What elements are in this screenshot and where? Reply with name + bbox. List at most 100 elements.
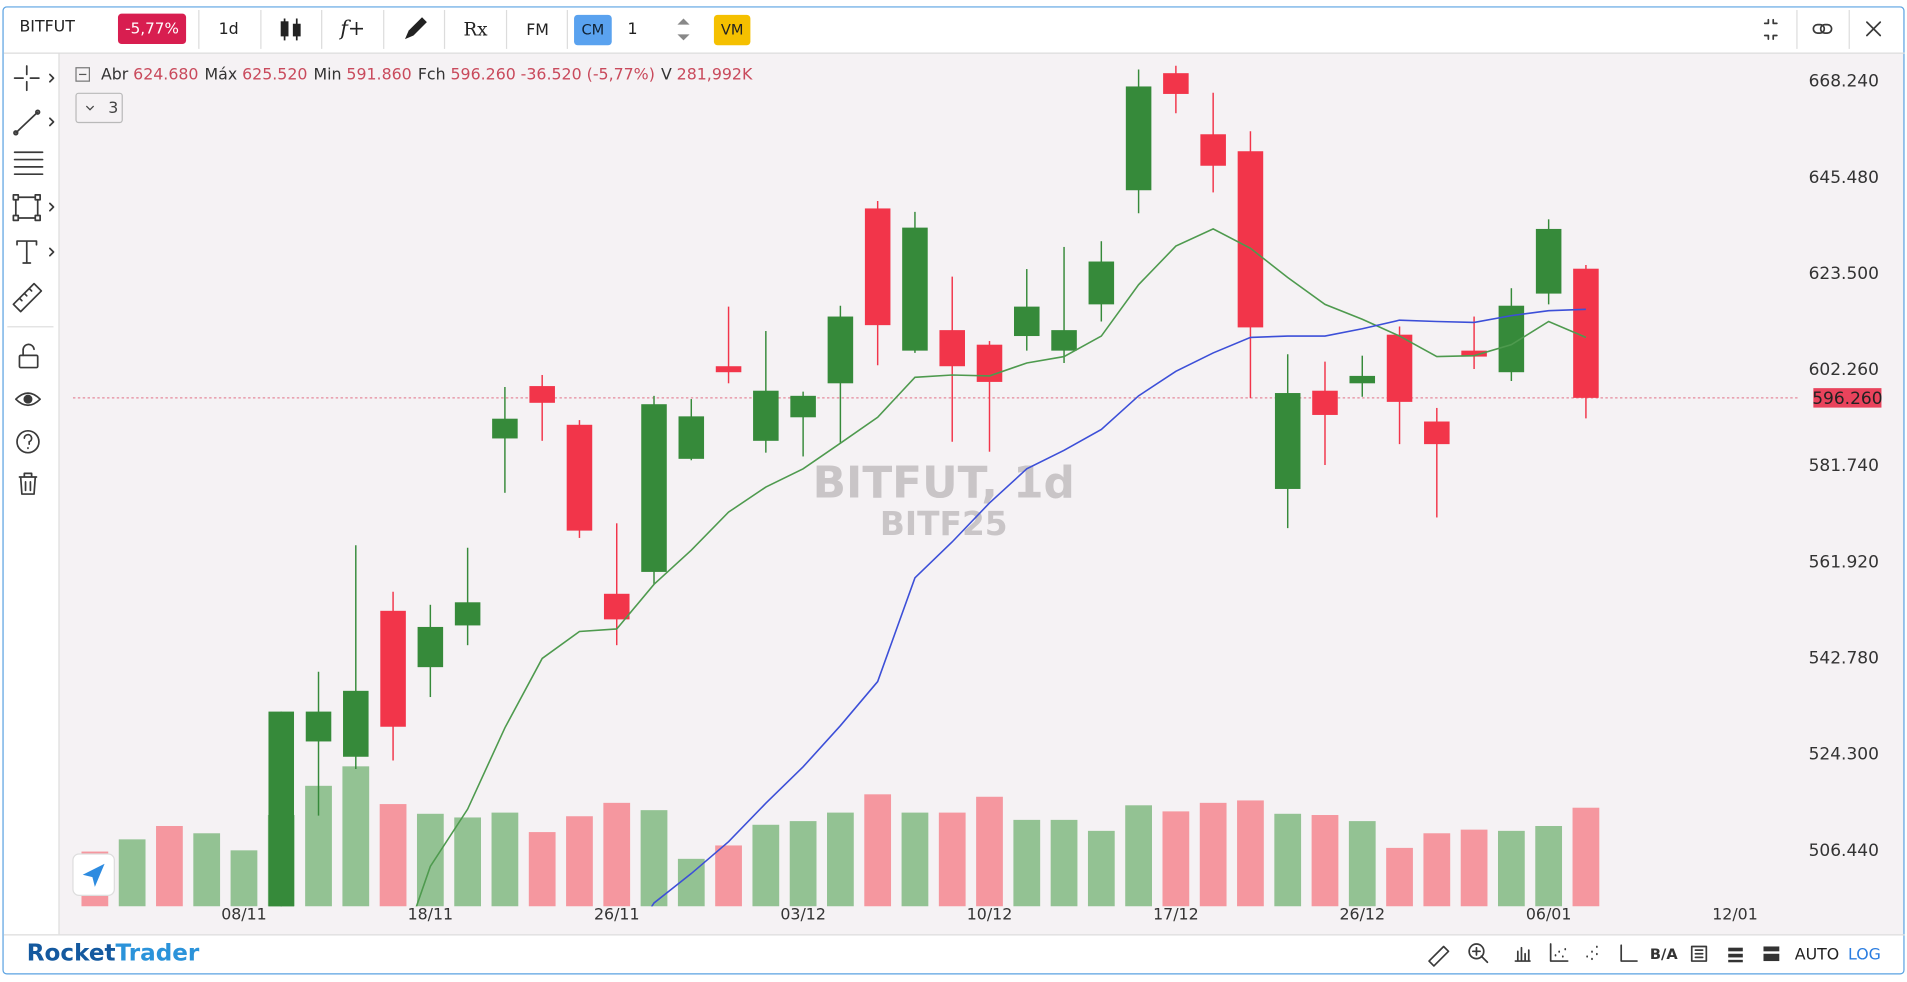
watermark-subtitle: BITF25 — [880, 505, 1008, 543]
info-value: 281,992K — [677, 64, 753, 83]
vm-button[interactable]: VM — [721, 22, 744, 39]
x-tick-label: 17/12 — [1153, 904, 1199, 923]
nav-button[interactable] — [72, 853, 115, 896]
ba-button[interactable]: B/A — [1650, 946, 1678, 963]
info-value: 596.260 — [450, 64, 515, 83]
change: -5,77% — [125, 19, 179, 37]
info-value: 591.860 — [346, 64, 411, 83]
candle-body — [305, 711, 332, 742]
visibility-tool[interactable] — [14, 392, 41, 407]
candle-body — [380, 610, 406, 727]
volume-bar — [976, 796, 1003, 907]
candle-body — [454, 602, 481, 626]
ruler-tool[interactable] — [12, 282, 43, 313]
y-tick-label: 542.780 — [1809, 649, 1879, 669]
candle-body — [827, 316, 854, 384]
y-tick-label: 506.440 — [1809, 841, 1879, 861]
cm-badge — [574, 14, 612, 46]
shape-tool[interactable] — [12, 194, 55, 222]
bars-button[interactable] — [1514, 946, 1531, 962]
x-tick-label: 08/11 — [221, 904, 267, 923]
collapse-icon[interactable] — [75, 67, 90, 82]
candle-body — [864, 208, 891, 326]
volume-bar — [1460, 829, 1488, 907]
x-tick-label: 18/11 — [408, 904, 454, 923]
lock-tool[interactable] — [18, 343, 39, 369]
x-tick-label: 26/12 — [1339, 904, 1385, 923]
candle-icon[interactable] — [280, 18, 301, 41]
delete-tool[interactable] — [18, 472, 38, 495]
volume-bar — [379, 804, 407, 907]
volume-bar — [864, 794, 892, 907]
volume-bar — [715, 845, 742, 907]
info-label: Máx — [205, 64, 238, 83]
volume-bar — [1348, 821, 1376, 907]
info-bar: Abr 624.680 Máx 625.520 Min 591.860 Fch 596.260… — [75, 64, 753, 124]
volume-bar — [1237, 800, 1264, 907]
dots-button[interactable] — [1586, 945, 1598, 961]
info-value: -36.520 (-5,77%) — [521, 64, 655, 83]
candle-body — [753, 390, 779, 441]
indicator-count: 3 — [108, 98, 118, 117]
draw-icon[interactable] — [404, 17, 427, 40]
brand-a: Rocket — [27, 940, 116, 966]
cm-button[interactable]: CM — [582, 22, 605, 39]
symbol[interactable]: BITFUT — [19, 17, 75, 36]
indicators-toggle[interactable] — [75, 92, 123, 124]
scatter-button[interactable] — [1549, 943, 1569, 962]
chart-area: BITFUT, 1dBITF25668.240645.480623.500602… — [221, 72, 1882, 924]
candle-body — [1163, 73, 1189, 94]
volume-bar — [1162, 811, 1190, 907]
y-tick-label: 668.240 — [1809, 72, 1879, 92]
volume-bar — [1199, 802, 1227, 907]
candle-body — [1312, 390, 1338, 415]
zoom-button[interactable] — [1468, 943, 1489, 964]
log-button[interactable]: LOG — [1848, 944, 1881, 963]
candle-body — [1535, 228, 1562, 294]
volume-bar — [752, 824, 780, 907]
volume-bar — [603, 802, 631, 907]
link-icon[interactable] — [1812, 23, 1833, 34]
text-tool[interactable] — [16, 240, 55, 264]
x-tick-label: 10/12 — [967, 904, 1013, 923]
volume-bar — [528, 832, 556, 907]
axis-button[interactable] — [1620, 944, 1638, 962]
replay-button[interactable]: Rx — [464, 20, 489, 41]
volume-bar — [1087, 830, 1115, 907]
sidebar — [7, 65, 55, 495]
shrink-icon[interactable] — [1763, 18, 1778, 41]
fm-button[interactable]: FM — [526, 20, 549, 39]
close-icon[interactable] — [1866, 21, 1882, 37]
help-tool[interactable] — [16, 429, 40, 454]
candle-body — [1200, 134, 1226, 166]
indicators-button[interactable]: f+ — [338, 16, 365, 40]
volume-bar — [1423, 833, 1451, 907]
fib-tool[interactable] — [13, 151, 44, 176]
volume-bar — [118, 839, 146, 907]
auto-button[interactable]: AUTO — [1795, 944, 1839, 963]
candle-body — [1274, 393, 1301, 489]
top-toolbar: BITFUT -5,77% 1d f+ Rx FM CM 1 VM — [19, 9, 1882, 49]
ruler-button[interactable] — [1428, 945, 1450, 967]
layout-button-2[interactable] — [1763, 946, 1780, 962]
candle-body — [1088, 261, 1115, 305]
spinner[interactable] — [677, 18, 690, 41]
volume-bar — [1535, 826, 1563, 907]
candle-body — [902, 227, 928, 351]
volume-bar — [1125, 805, 1152, 907]
candle-body — [1349, 375, 1376, 384]
layout-button[interactable] — [1728, 947, 1743, 963]
book-button[interactable] — [1690, 945, 1708, 962]
chevron — [85, 105, 95, 111]
candle-body — [1386, 334, 1413, 402]
line-tool[interactable] — [13, 109, 55, 136]
y-tick-label: 623.500 — [1809, 264, 1879, 284]
crosshair-tool[interactable] — [13, 65, 55, 92]
quantity[interactable]: 1 — [628, 19, 638, 38]
last-price-tag — [1813, 388, 1882, 408]
volume-bar — [1311, 815, 1339, 907]
interval[interactable]: 1d — [219, 19, 239, 38]
candle-body — [1237, 151, 1264, 328]
x-tick-label: 26/11 — [594, 904, 640, 923]
